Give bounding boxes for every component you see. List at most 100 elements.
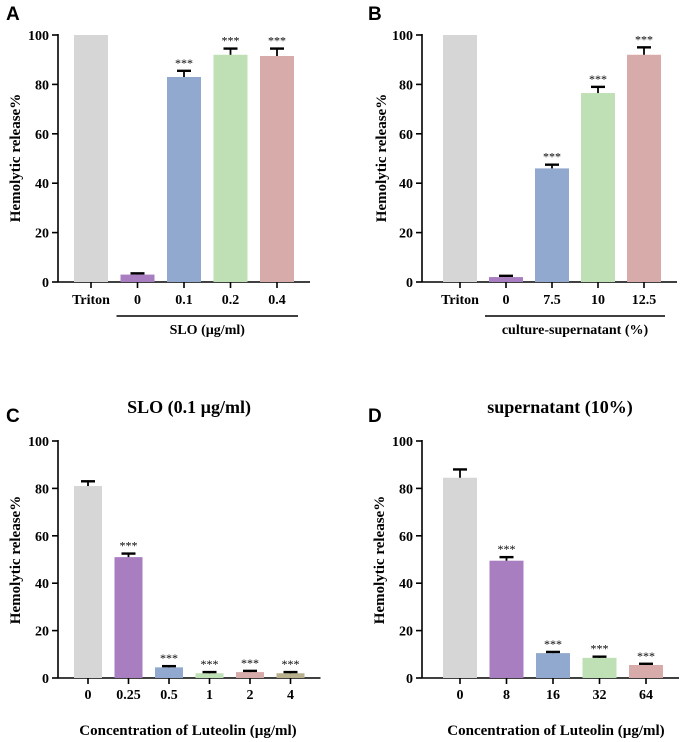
x-tick-label: 0.25 <box>116 688 141 703</box>
y-tick-label: 80 <box>35 482 49 497</box>
y-tick-label: 60 <box>399 128 413 143</box>
significance-label: *** <box>635 32 653 46</box>
bar <box>536 653 570 678</box>
y-tick-label: 60 <box>35 530 49 545</box>
x-axis-title: Concentration of Luteolin (µg/ml) <box>447 723 664 739</box>
bar <box>260 55 294 283</box>
y-tick-label: 20 <box>399 227 413 242</box>
x-tick-label: 16 <box>546 688 560 703</box>
bar <box>195 673 224 678</box>
chart-panel-b: B Hemolytic release% culture-supernatant… <box>368 4 677 338</box>
x-tick-label: 0 <box>503 293 510 308</box>
x-tick-label: Triton <box>441 293 479 308</box>
significance-label: *** <box>241 656 259 670</box>
bars-layer: 0 20 40 60 80 100 0 *** 8 *** 16 *** 32 *** 64 <box>392 435 679 703</box>
x-tick-label: 2 <box>247 688 254 703</box>
group-label: culture-supernatant (%) <box>502 323 649 338</box>
significance-label: *** <box>637 649 655 663</box>
y-tick-label: 80 <box>399 78 413 93</box>
bar <box>582 657 617 678</box>
y-axis-title: Hemolytic release% <box>372 496 388 624</box>
x-tick-label: 8 <box>503 688 510 703</box>
y-tick-label: 80 <box>35 78 49 93</box>
chart-panel-a: A Hemolytic release% SLO (µg/ml) 0 20 40 60… <box>6 4 310 338</box>
x-tick-label: 0 <box>85 688 92 703</box>
bar <box>489 560 524 678</box>
y-tick-label: 40 <box>35 577 49 592</box>
y-tick-label: 80 <box>399 482 413 497</box>
significance-label: *** <box>268 34 286 48</box>
significance-label: *** <box>589 72 607 86</box>
significance-label: *** <box>222 34 240 48</box>
bar <box>213 54 248 283</box>
bar <box>74 486 102 678</box>
y-tick-label: 0 <box>42 276 49 291</box>
significance-label: *** <box>120 539 138 553</box>
y-tick-label: 60 <box>399 530 413 545</box>
x-tick-label: 10 <box>591 293 605 308</box>
x-tick-label: 7.5 <box>543 293 561 308</box>
panel-letter: A <box>6 4 20 25</box>
panel-letter: C <box>6 406 20 427</box>
bar <box>581 93 615 282</box>
y-tick-label: 20 <box>35 227 49 242</box>
x-axis-title: Concentration of Luteolin (µg/ml) <box>79 723 296 739</box>
x-tick-label: 1 <box>206 688 213 703</box>
x-tick-label: 0 <box>134 293 141 308</box>
bar <box>114 557 143 678</box>
x-tick-label: Triton <box>72 293 110 308</box>
x-tick-label: 32 <box>593 688 607 703</box>
chart-title: SLO (0.1 µg/ml) <box>127 397 251 418</box>
y-tick-label: 100 <box>28 29 49 44</box>
y-tick-label: 40 <box>399 577 413 592</box>
y-axis-title: Hemolytic release% <box>8 496 24 624</box>
significance-label: *** <box>498 542 516 556</box>
bar <box>443 477 477 678</box>
bars-layer: 0 20 40 60 80 100 0 *** 0.25 *** 0.5 *** 1 *** 2 *** 4 <box>28 435 321 703</box>
y-tick-label: 100 <box>28 435 49 450</box>
x-tick-label: 0.4 <box>268 293 286 308</box>
significance-label: *** <box>175 56 193 70</box>
significance-label: *** <box>543 150 561 164</box>
x-tick-label: 4 <box>287 688 294 703</box>
bar <box>74 35 108 282</box>
y-axis-title: Hemolytic release% <box>374 94 390 222</box>
significance-label: *** <box>591 642 609 656</box>
bar <box>167 76 201 283</box>
bar <box>489 277 523 282</box>
bar <box>627 54 661 283</box>
bar <box>236 672 264 678</box>
bar <box>535 168 569 282</box>
bar <box>276 673 305 678</box>
chart-panel-d: D supernatant (10%) Hemolytic release% C… <box>368 397 679 739</box>
y-tick-label: 0 <box>42 672 49 687</box>
bar <box>120 274 155 282</box>
chart-title: supernatant (10%) <box>487 397 633 418</box>
bar <box>443 35 477 282</box>
significance-label: *** <box>160 651 178 665</box>
significance-label: *** <box>201 657 219 671</box>
bars-layer: 0 20 40 60 80 100 Triton 0 *** 7.5 *** 10 *** 12.5 <box>392 29 677 317</box>
panel-letter: B <box>368 4 382 25</box>
y-tick-label: 20 <box>35 625 49 640</box>
y-tick-label: 20 <box>399 625 413 640</box>
x-tick-label: 12.5 <box>632 293 657 308</box>
chart-panel-c: C SLO (0.1 µg/ml) Hemolytic release% Con… <box>6 397 321 739</box>
significance-label: *** <box>544 637 562 651</box>
y-tick-label: 100 <box>392 29 413 44</box>
panel-letter: D <box>368 406 382 427</box>
y-tick-label: 40 <box>399 177 413 192</box>
x-tick-label: 0.5 <box>160 688 178 703</box>
x-tick-label: 0.2 <box>222 293 240 308</box>
y-axis-title: Hemolytic release% <box>8 94 24 222</box>
y-tick-label: 0 <box>406 276 413 291</box>
y-tick-label: 0 <box>406 672 413 687</box>
bar <box>629 664 663 678</box>
x-tick-label: 64 <box>639 688 653 703</box>
bars-layer: 0 20 40 60 80 100 Triton 0 *** 0.1 *** 0.2 *** 0.4 <box>28 29 310 317</box>
group-label: SLO (µg/ml) <box>170 323 246 338</box>
bar <box>155 667 183 678</box>
x-tick-label: 0 <box>457 688 464 703</box>
y-tick-label: 100 <box>392 435 413 450</box>
